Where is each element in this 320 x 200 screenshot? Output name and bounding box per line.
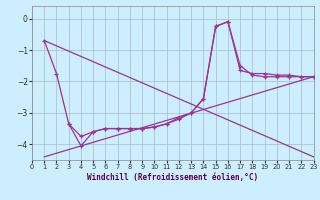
X-axis label: Windchill (Refroidissement éolien,°C): Windchill (Refroidissement éolien,°C)	[87, 173, 258, 182]
